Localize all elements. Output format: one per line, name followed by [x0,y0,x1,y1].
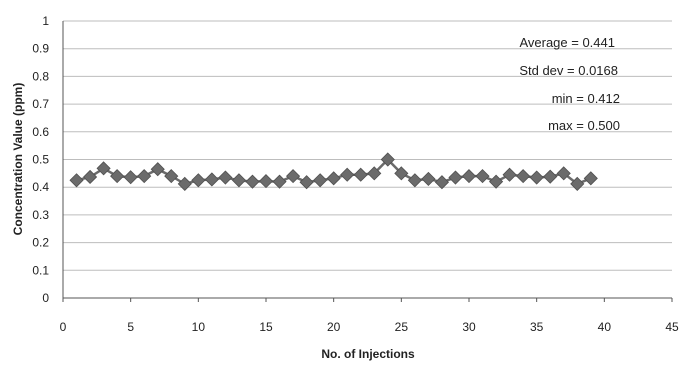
y-tick-label: 0.5 [32,153,49,167]
x-tick-label: 5 [127,320,134,334]
data-point [258,174,274,189]
y-tick-label: 0.8 [32,69,49,83]
data-point [489,174,504,189]
data-point [461,169,477,184]
data-point [286,169,301,184]
data-point [516,169,531,184]
y-tick-label: 1 [42,14,49,28]
x-tick-label: 45 [665,320,679,334]
data-point [353,167,368,182]
data-point [177,176,192,191]
y-tick-label: 0.3 [32,208,49,222]
data-point [583,171,598,186]
data-point [326,171,341,186]
grid-lines [63,20,672,271]
data-point [340,167,355,182]
data-point [448,170,463,185]
y-tick-label: 0.1 [32,263,49,277]
x-tick-label: 20 [327,320,341,334]
data-point [231,173,246,188]
x-tick-label: 0 [60,320,67,334]
data-point [83,169,98,185]
data-point [570,176,585,191]
x-axis-label: No. of Injections [321,347,415,361]
x-tick-label: 25 [395,320,409,334]
data-point [556,166,571,181]
y-tick-label: 0.6 [32,125,49,139]
y-tick-label: 0.7 [32,97,49,111]
data-point [110,169,125,184]
data-point [69,173,84,188]
x-tick-label: 35 [530,320,544,334]
y-tick-label: 0.2 [32,236,49,250]
data-point [421,171,436,186]
data-point [367,166,382,181]
y-tick-label: 0.4 [32,180,49,194]
y-tick-label: 0 [42,291,49,305]
x-tick-label: 10 [192,320,206,334]
stat-annotation: Std dev = 0.0168 [519,63,618,78]
data-point [543,169,558,184]
data-point [475,169,490,184]
data-point [502,167,517,182]
stat-annotation: min = 0.412 [552,91,620,106]
data-point [299,175,314,190]
data-point [394,166,409,181]
data-point [150,162,165,177]
y-axis-label: Concentration Value (ppm) [11,83,25,236]
x-tick-label: 40 [598,320,612,334]
data-point [380,152,395,167]
stat-annotation: max = 0.500 [548,118,620,133]
data-point [313,173,328,188]
stat-annotation: Average = 0.441 [519,35,615,50]
data-point [204,172,219,187]
data-point [123,170,138,185]
data-point [529,170,544,185]
axes [62,21,673,302]
x-tick-label: 30 [462,320,476,334]
data-point [272,174,287,189]
x-tick-label: 15 [259,320,273,334]
data-point [191,173,206,188]
data-point [96,161,111,176]
tick-labels: 00.10.20.30.40.50.60.70.80.910 5 10 15 20 25 3… [32,14,679,334]
y-tick-label: 0.9 [32,42,49,56]
data-point [164,169,179,184]
data-point [218,170,233,185]
data-point [137,169,152,184]
data-point [245,174,260,189]
statistics-annotations: Average = 0.441 Std dev = 0.0168 min = 0.4… [519,35,620,133]
data-point [434,175,449,190]
series-concentration [69,152,598,191]
data-point [407,173,422,188]
